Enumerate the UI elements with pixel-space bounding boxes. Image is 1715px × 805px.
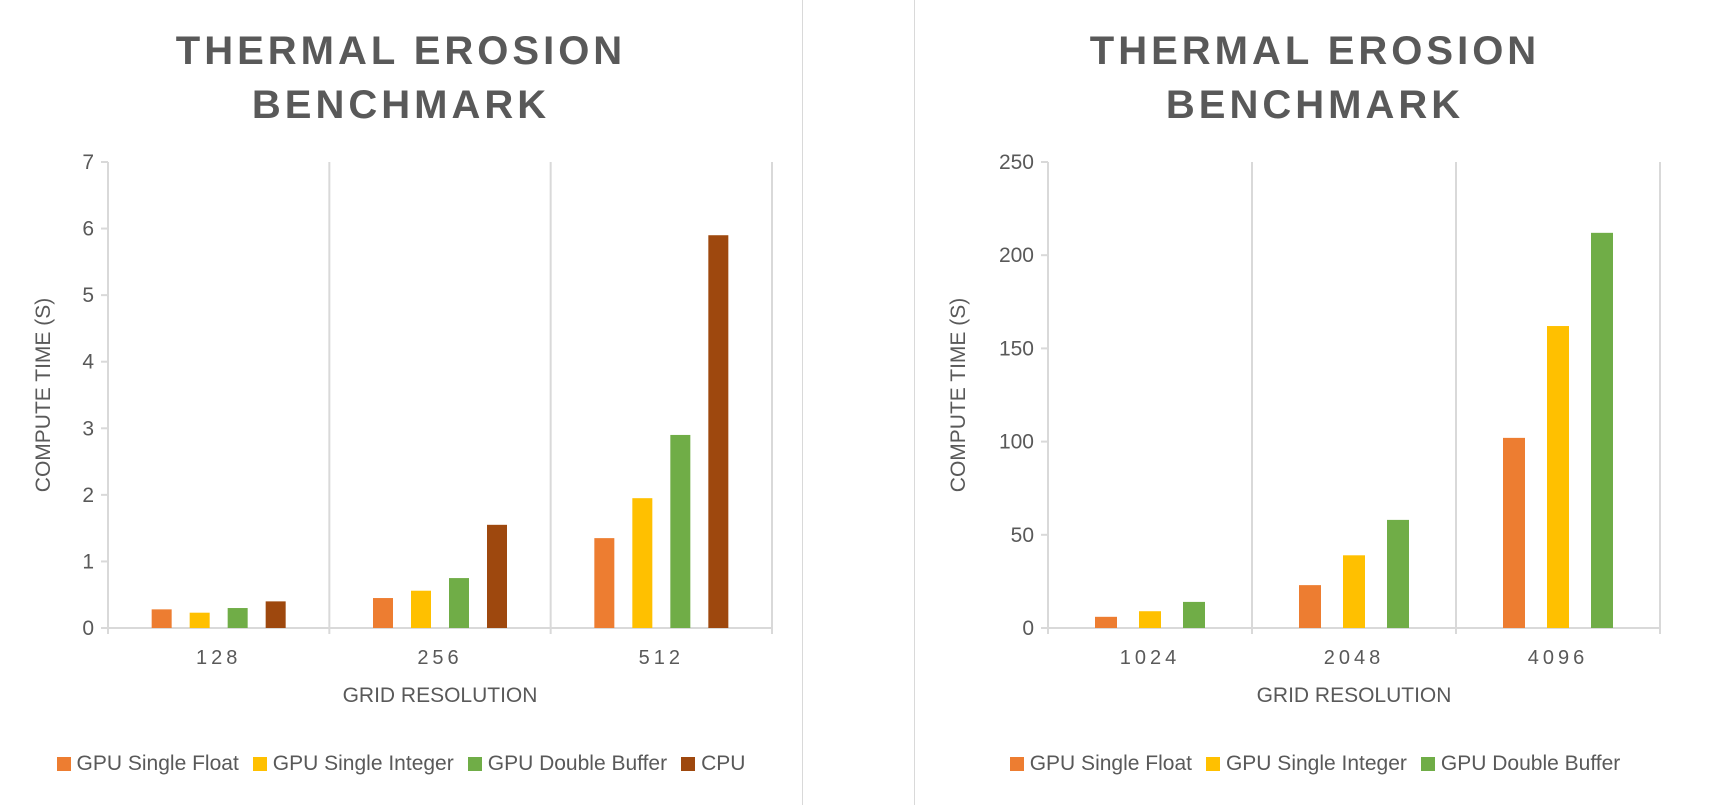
x-tick-label: 256 — [417, 647, 462, 669]
bar-gpu-single-float-1024 — [1095, 616, 1117, 628]
bar-cpu-128 — [265, 601, 286, 628]
chart-panel-right: THERMAL EROSION BENCHMARK 0 50 100 150 200 25… — [915, 0, 1715, 805]
chart-legend: GPU Single Float GPU Single Integer GPU Do… — [915, 752, 1715, 776]
y-tick-label: 50 — [1011, 524, 1034, 547]
x-tick-label: 4096 — [1528, 647, 1589, 669]
y-tick-label: 100 — [999, 431, 1034, 454]
legend-label: GPU Single Integer — [1225, 752, 1407, 775]
x-axis-title: GRID RESOLUTION — [1257, 684, 1452, 707]
legend-swatch — [467, 757, 482, 771]
bar-gpu-single-integer-512 — [632, 498, 653, 628]
chart-title: THERMAL EROSION BENCHMARK — [1089, 29, 1541, 127]
y-tick-label: 200 — [999, 244, 1034, 267]
y-axis-title: COMPUTE TIME (S) — [947, 298, 970, 492]
bar-gpu-single-integer-4096 — [1547, 326, 1569, 628]
legend-label: GPU Single Float — [76, 752, 239, 775]
bar-gpu-single-float-256 — [373, 598, 393, 628]
legend-label: GPU Single Integer — [272, 752, 454, 775]
chart-plot-right: 0 50 100 150 200 250 COMPUTE TIME (S) 1024 2048 4… — [947, 151, 1661, 707]
legend-item: GPU Single Integer — [252, 752, 454, 776]
y-tick-label: 4 — [82, 351, 94, 374]
bar-gpu-single-integer-256 — [411, 590, 431, 628]
chart-panel-left: THERMAL EROSION BENCHMARK 0 1 2 3 4 5 6 7 COMPUT… — [0, 0, 802, 805]
x-tick-label: 512 — [639, 647, 684, 669]
legend-swatch — [1009, 757, 1024, 771]
bar-cpu-512 — [708, 235, 729, 628]
y-tick-label: 150 — [999, 337, 1034, 360]
y-tick-label: 0 — [82, 617, 94, 640]
y-tick-label: 6 — [82, 218, 94, 241]
legend-label: GPU Single Float — [1029, 752, 1192, 775]
bar-gpu-double-buffer-128 — [227, 608, 248, 628]
legend-item: GPU Double Buffer — [467, 752, 668, 776]
x-tick-label: 128 — [196, 647, 241, 669]
y-tick-label: 5 — [82, 284, 94, 307]
bar-cpu-256 — [487, 524, 507, 628]
legend-item: GPU Double Buffer — [1420, 752, 1621, 776]
legend-label: GPU Double Buffer — [1440, 752, 1621, 775]
y-tick-label: 0 — [1022, 617, 1034, 640]
y-axis-title: COMPUTE TIME (S) — [32, 298, 55, 492]
bar-gpu-double-buffer-2048 — [1387, 519, 1409, 628]
y-tick-label: 1 — [82, 550, 94, 573]
legend-item: GPU Single Float — [1009, 752, 1192, 776]
x-tick-label: 1024 — [1120, 647, 1181, 669]
x-axis-title: GRID RESOLUTION — [343, 684, 538, 707]
bar-gpu-single-integer-128 — [189, 612, 210, 628]
y-tick-label: 250 — [999, 151, 1034, 174]
bar-gpu-double-buffer-512 — [670, 434, 691, 628]
legend-swatch — [1205, 757, 1220, 771]
bar-gpu-double-buffer-4096 — [1591, 232, 1613, 628]
bar-gpu-single-float-128 — [151, 609, 172, 628]
legend-swatch — [252, 757, 267, 771]
bar-gpu-single-integer-2048 — [1343, 555, 1365, 628]
legend-swatch — [56, 757, 71, 771]
chart-title: THERMAL EROSION BENCHMARK — [175, 29, 627, 127]
bar-gpu-double-buffer-1024 — [1183, 601, 1205, 628]
bar-gpu-single-float-512 — [594, 538, 615, 628]
legend-item: GPU Single Integer — [1205, 752, 1407, 776]
bar-gpu-single-integer-1024 — [1139, 611, 1161, 628]
legend-item: GPU Single Float — [56, 752, 239, 776]
legend-label: GPU Double Buffer — [487, 752, 668, 775]
y-tick-label: 7 — [82, 151, 94, 174]
legend-label: CPU — [701, 752, 746, 775]
chart-legend: GPU Single Float GPU Single Integer GPU Do… — [0, 752, 802, 776]
x-tick-label: 2048 — [1324, 647, 1385, 669]
bar-gpu-single-float-2048 — [1299, 585, 1321, 628]
bar-gpu-single-float-4096 — [1503, 437, 1525, 628]
legend-item: CPU — [681, 752, 745, 776]
panel-divider — [801, 0, 803, 805]
y-tick-label: 3 — [82, 417, 94, 440]
y-tick-label: 2 — [82, 484, 94, 507]
bar-gpu-double-buffer-256 — [449, 578, 469, 628]
legend-swatch — [1420, 757, 1435, 771]
legend-swatch — [681, 757, 696, 771]
chart-plot-left: 0 1 2 3 4 5 6 7 COMPUTE TIME (S) 128 256 512 GRID RE… — [32, 151, 773, 707]
